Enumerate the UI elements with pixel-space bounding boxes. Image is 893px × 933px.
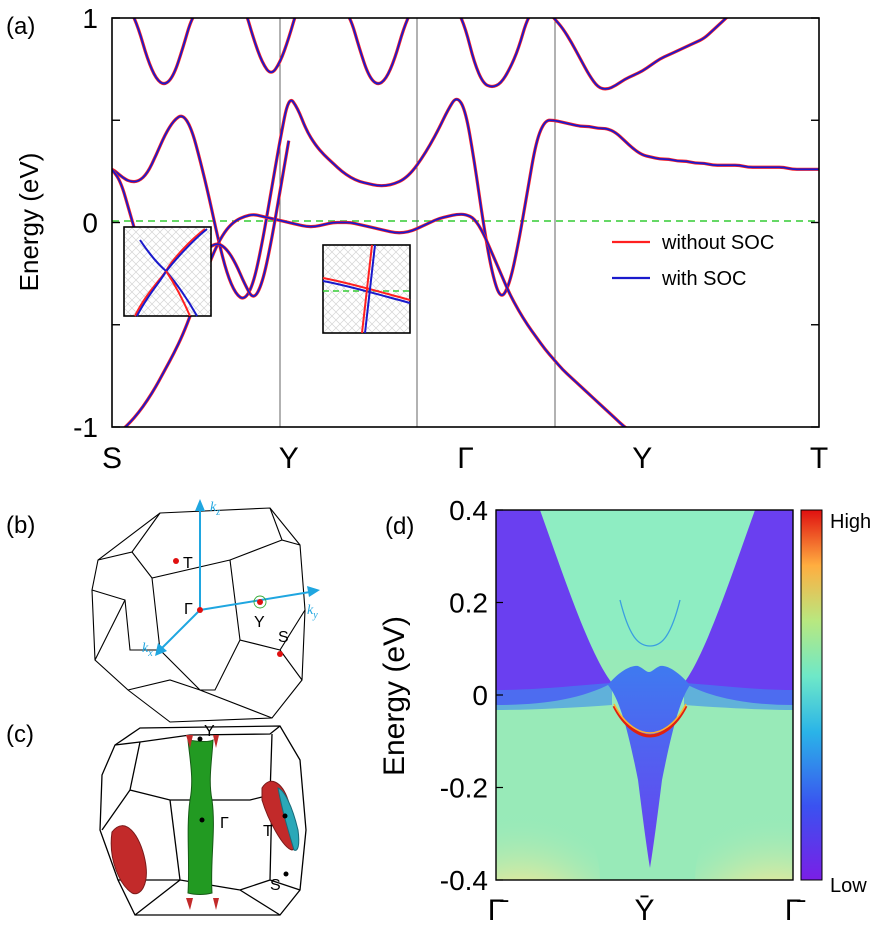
ky-label: ky bbox=[307, 603, 318, 621]
bulk-edge-left bbox=[496, 683, 612, 710]
fermi-surface-c: Y Γ T S bbox=[99, 723, 307, 916]
panel-label-b: (b) bbox=[6, 512, 35, 539]
point-t-label-c: T bbox=[263, 823, 273, 840]
inset-right-band-blue-2 bbox=[364, 244, 376, 334]
bulk-continuum-left bbox=[496, 510, 612, 705]
green-cylinder-sheet bbox=[187, 739, 214, 895]
point-s-marker bbox=[277, 651, 283, 657]
point-t-marker-c bbox=[282, 813, 288, 819]
point-t-label: T bbox=[183, 555, 193, 572]
red-pocket-left bbox=[110, 825, 147, 895]
band-with-soc bbox=[112, 98, 819, 299]
point-y-highlight bbox=[253, 595, 267, 609]
colorbar-high-label: High bbox=[830, 511, 871, 533]
x-ticks-d: Γ̄ Ȳ Γ̄ bbox=[488, 894, 807, 927]
inset-right bbox=[322, 244, 411, 334]
point-y-marker-c bbox=[197, 736, 203, 742]
kpath-label: Γ bbox=[457, 442, 474, 475]
small-pocket bbox=[213, 898, 219, 910]
kpath-label: S bbox=[102, 442, 122, 475]
colorbar bbox=[800, 509, 823, 881]
y-tick-label: 0 bbox=[82, 208, 98, 239]
point-y-marker bbox=[257, 599, 263, 605]
inset-left bbox=[123, 226, 212, 317]
legend-label-with-soc: with SOC bbox=[661, 268, 746, 290]
band-with-soc bbox=[123, 213, 627, 427]
x-tick-label: Γ̄ bbox=[488, 894, 510, 927]
inset-left-band-red-2 bbox=[165, 270, 191, 317]
ky-axis bbox=[199, 591, 311, 611]
y-axis-label-d: Energy (eV) bbox=[378, 616, 411, 776]
inset-right-band-red-2 bbox=[361, 244, 373, 334]
band-without-soc bbox=[132, 18, 729, 91]
small-pocket bbox=[186, 735, 193, 748]
panel-label-a: (a) bbox=[6, 13, 35, 40]
kpath-label: Y bbox=[279, 442, 299, 475]
kz-label: kz bbox=[210, 500, 220, 518]
y-tick-label: 0.4 bbox=[449, 495, 488, 526]
point-y-label-c: Y bbox=[204, 723, 215, 740]
legend-label-without-soc: without SOC bbox=[661, 232, 774, 254]
y-tick-label: 0 bbox=[472, 680, 488, 711]
y-tick-label: -1 bbox=[73, 412, 98, 443]
kpath-label: T bbox=[810, 442, 828, 475]
point-gamma-marker-c bbox=[199, 817, 205, 823]
bz-edges bbox=[94, 599, 126, 661]
ky-arrow bbox=[307, 586, 320, 597]
point-gamma-marker bbox=[197, 607, 203, 613]
band-structure-plot: 1 0 -1 S Y Γ Y T Energy (eV) without SOC with … bbox=[14, 3, 828, 475]
bands bbox=[112, 18, 819, 427]
bz-outline bbox=[91, 507, 306, 723]
surface-state-band bbox=[612, 705, 688, 738]
y-tick-label: 1 bbox=[82, 3, 98, 34]
point-y-label: Y bbox=[254, 614, 265, 631]
bz-edges bbox=[91, 507, 306, 719]
colorbar-low-label: Low bbox=[830, 875, 867, 897]
point-s-label-c: S bbox=[270, 877, 281, 894]
point-s-label: S bbox=[278, 629, 289, 646]
band-with-soc bbox=[133, 18, 728, 90]
inset-right-band-red bbox=[322, 277, 411, 301]
bulk-weight-left bbox=[496, 790, 600, 880]
plot-frame bbox=[111, 17, 820, 428]
bulk-weight-right bbox=[695, 790, 793, 880]
small-pocket bbox=[213, 735, 219, 748]
panel-label-c: (c) bbox=[6, 721, 34, 748]
kx-arrow bbox=[155, 643, 167, 656]
y-tick-label: 0.2 bbox=[449, 588, 488, 619]
legend: without SOC with SOC bbox=[612, 232, 774, 290]
y-ticks: 1 0 -1 bbox=[73, 3, 819, 443]
point-t-marker bbox=[173, 558, 179, 564]
y-axis-label: Energy (eV) bbox=[14, 153, 44, 292]
surface-state-glow bbox=[613, 703, 687, 734]
high-symmetry-points-b: T Γ Y S bbox=[173, 555, 289, 657]
surface-spectrum: 0.4 0.2 0 -0.2 -0.4 Γ̄ Ȳ Γ̄ Energy (eV) High L… bbox=[378, 495, 871, 927]
point-s-marker-c bbox=[283, 871, 289, 877]
bz-axes-b: kz ky kx bbox=[142, 499, 320, 659]
bulk-continuum-right bbox=[684, 510, 793, 705]
panel-label-d: (d) bbox=[385, 513, 414, 540]
point-gamma-label-c: Γ bbox=[220, 815, 229, 832]
brillouin-zone-b bbox=[91, 507, 306, 723]
kx-label: kx bbox=[142, 641, 153, 659]
x-tick-label: Ȳ bbox=[634, 894, 654, 927]
x-tick-label: Γ̄ bbox=[785, 894, 807, 927]
kz-arrow bbox=[195, 499, 205, 511]
y-tick-label: -0.2 bbox=[440, 773, 488, 804]
inset-right-band-blue bbox=[322, 280, 411, 304]
y-ticks-d: 0.4 0.2 0 -0.2 -0.4 bbox=[440, 495, 503, 896]
y-tick-label: -0.4 bbox=[440, 865, 488, 896]
kx-axis bbox=[161, 609, 201, 649]
bulk-edge-right bbox=[684, 683, 793, 710]
kpath-label: Y bbox=[632, 442, 652, 475]
bulk-cone bbox=[608, 665, 690, 868]
faint-band bbox=[619, 599, 681, 647]
inset-left-band-blue bbox=[136, 228, 208, 317]
point-gamma-label: Γ bbox=[184, 601, 193, 618]
small-pocket bbox=[186, 898, 193, 910]
